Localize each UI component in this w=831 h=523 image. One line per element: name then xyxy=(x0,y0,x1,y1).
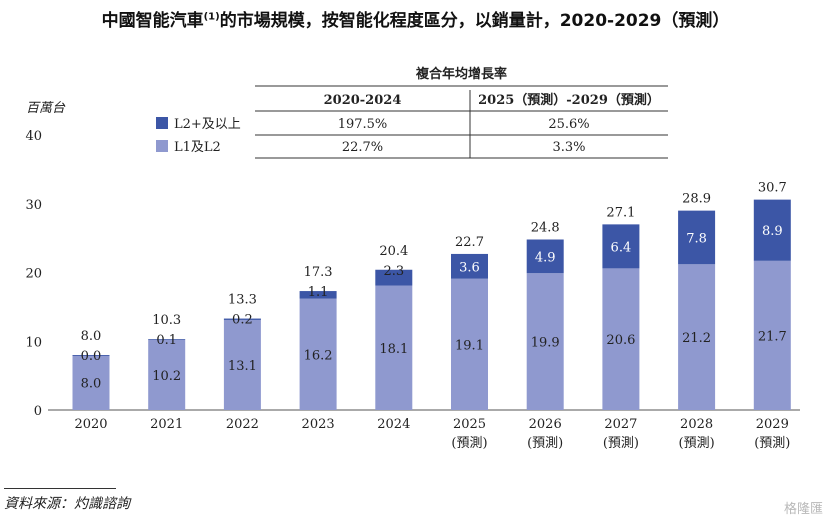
legend-label: L2+及以上 xyxy=(174,117,241,132)
bar-l2-plus xyxy=(451,253,488,279)
bar-l2-plus-value: 0.1 xyxy=(156,333,177,348)
growth-table-header: 2020-2024 xyxy=(324,93,402,108)
bar-l1-l2 xyxy=(526,273,564,410)
x-tick-label: 2024 xyxy=(377,417,410,432)
bar-l2-plus-value: 0.0 xyxy=(81,349,102,364)
growth-table-header: 2025（預測）-2029（預測） xyxy=(478,92,660,108)
bar-total-label: 30.7 xyxy=(758,181,787,196)
bar-l2-plus-value: 6.4 xyxy=(611,240,632,255)
x-tick-label: 2020 xyxy=(74,417,107,432)
legend-label: L1及L2 xyxy=(174,140,221,155)
title-footnote-mark: (1) xyxy=(203,11,220,23)
bar-l1-l2-value: 16.2 xyxy=(304,348,333,363)
legend-swatch xyxy=(156,140,168,152)
bar-total-label: 22.7 xyxy=(455,235,484,250)
bar-l1-l2-value: 19.1 xyxy=(455,338,484,353)
x-tick-label: 2026 xyxy=(529,417,562,432)
title-main: 中國智能汽車 xyxy=(101,11,204,31)
bar-l2-plus-value: 2.3 xyxy=(383,264,404,279)
bar-l1-l2 xyxy=(72,355,110,410)
x-tick-label: 2022 xyxy=(226,417,259,432)
bar-l2-plus-value: 4.9 xyxy=(535,250,556,265)
bar-l1-l2 xyxy=(148,339,186,410)
growth-table-caption: 複合年均增長率 xyxy=(415,66,507,82)
bar-l1-l2-value: 13.1 xyxy=(228,359,257,374)
source-divider xyxy=(4,488,116,489)
x-tick-sublabel: (預測) xyxy=(451,436,487,451)
y-tick-label: 0 xyxy=(34,404,42,419)
growth-rate-value: 3.3% xyxy=(552,140,585,155)
bar-l2-plus-value: 1.1 xyxy=(308,285,329,300)
bar-l1-l2-value: 18.1 xyxy=(379,342,408,357)
bar-l1-l2-value: 21.2 xyxy=(682,331,711,346)
y-axis-label: 百萬台 xyxy=(26,101,66,116)
chart-title: 中國智能汽車(1)的市場規模，按智能化程度區分，以銷量計，2020-2029（預… xyxy=(0,6,831,31)
bar-total-label: 27.1 xyxy=(606,205,635,220)
bar-total-label: 8.0 xyxy=(81,329,102,344)
bar-l2-plus xyxy=(72,355,110,356)
bar-total-label: 10.3 xyxy=(152,313,181,328)
bar-l1-l2 xyxy=(678,264,716,410)
bar-l1-l2 xyxy=(451,278,488,410)
bar-l1-l2 xyxy=(602,268,640,410)
bar-l1-l2-value: 21.7 xyxy=(758,329,787,344)
bar-l2-plus-value: 7.8 xyxy=(686,231,707,246)
x-tick-label: 2021 xyxy=(150,417,183,432)
title-rest: 的市場規模，按智能化程度區分，以銷量計，2020-2029（預測） xyxy=(219,11,730,31)
bar-l1-l2 xyxy=(299,298,337,410)
bar-l1-l2 xyxy=(375,285,413,410)
bar-l2-plus-value: 8.9 xyxy=(762,224,783,239)
bar-total-label: 17.3 xyxy=(304,265,333,280)
bar-l2-plus-value: 0.2 xyxy=(232,313,253,328)
x-tick-sublabel: (預測) xyxy=(603,436,639,451)
growth-rate-value: 197.5% xyxy=(338,117,388,132)
y-tick-label: 40 xyxy=(25,129,42,144)
growth-rate-value: 22.7% xyxy=(342,140,383,155)
bar-l1-l2-value: 8.0 xyxy=(81,377,102,392)
bar-l2-plus xyxy=(602,224,640,269)
growth-rate-value: 25.6% xyxy=(548,117,589,132)
bar-l2-plus xyxy=(753,199,791,261)
bar-total-label: 20.4 xyxy=(379,244,408,259)
x-tick-label: 2029 xyxy=(756,417,789,432)
bar-total-label: 28.9 xyxy=(682,192,711,207)
bar-l1-l2 xyxy=(753,260,791,410)
bar-l1-l2-value: 20.6 xyxy=(606,333,635,348)
x-tick-label: 2023 xyxy=(302,417,335,432)
bar-l2-plus xyxy=(375,269,413,286)
source-note: 資料來源：灼識諮詢 xyxy=(4,496,130,512)
x-tick-label: 2025 xyxy=(453,417,486,432)
bar-l2-plus-value: 3.6 xyxy=(459,260,480,275)
bar-l2-plus xyxy=(223,318,261,320)
x-tick-label: 2027 xyxy=(604,417,637,432)
y-tick-label: 10 xyxy=(25,335,42,350)
x-tick-sublabel: (預測) xyxy=(754,436,790,451)
watermark-logo: 格隆匯 xyxy=(783,502,823,517)
bar-l2-plus xyxy=(148,339,186,340)
bar-total-label: 24.8 xyxy=(531,221,560,236)
bar-l1-l2-value: 10.2 xyxy=(152,369,181,384)
x-tick-sublabel: (預測) xyxy=(527,436,563,451)
bar-l1-l2-value: 19.9 xyxy=(531,336,560,351)
y-tick-label: 20 xyxy=(25,267,42,282)
x-tick-sublabel: (預測) xyxy=(679,436,715,451)
legend-swatch xyxy=(156,117,168,129)
bar-l2-plus xyxy=(299,291,337,299)
x-tick-label: 2028 xyxy=(680,417,713,432)
bar-l2-plus xyxy=(526,239,564,274)
y-tick-label: 30 xyxy=(25,198,42,213)
bar-l2-plus xyxy=(678,210,716,265)
bar-total-label: 13.3 xyxy=(228,293,257,308)
bar-l1-l2 xyxy=(223,319,261,410)
